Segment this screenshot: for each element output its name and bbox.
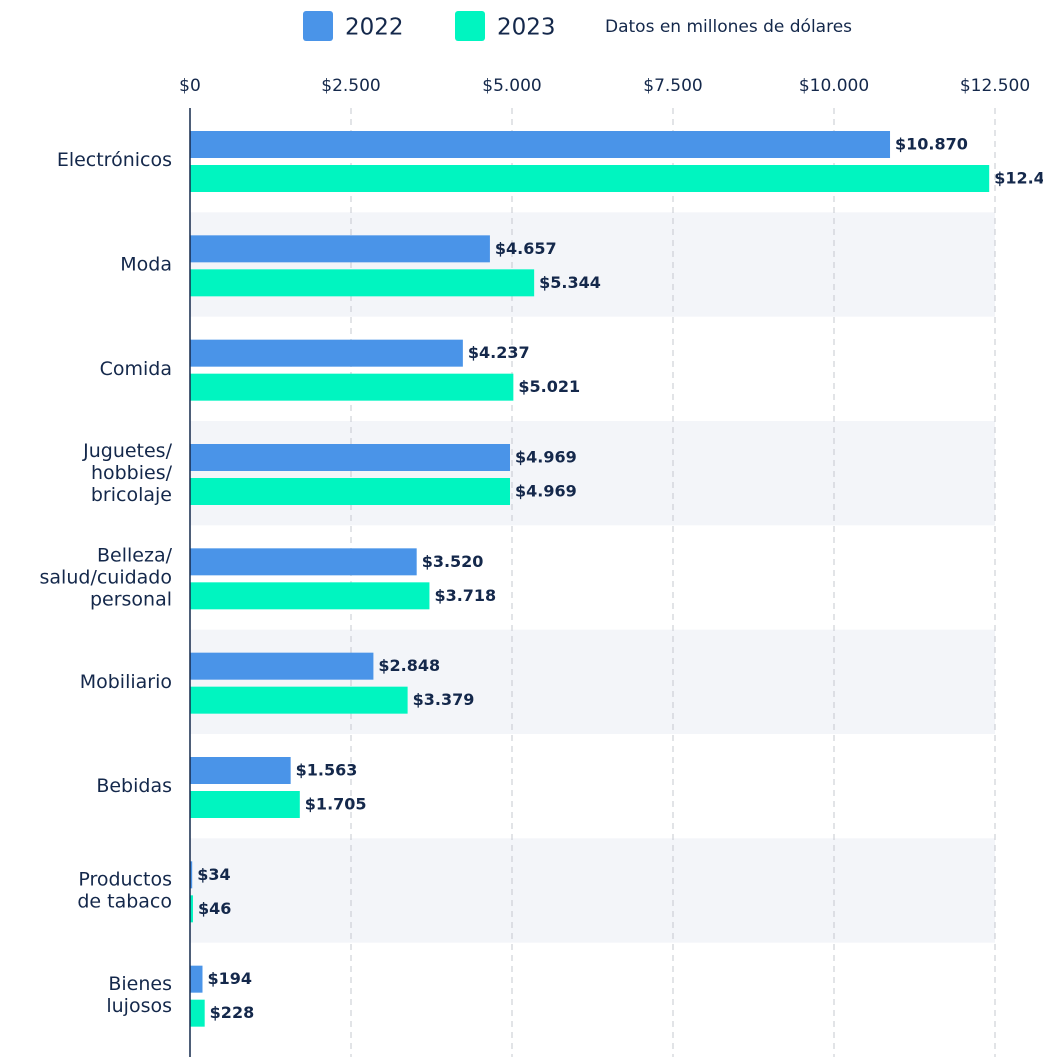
- category-label: Comida: [100, 357, 172, 379]
- value-label: $3.520: [422, 552, 484, 571]
- bands: [190, 212, 995, 943]
- bar: [190, 757, 291, 784]
- x-tick-label: $7.500: [643, 76, 702, 96]
- value-label: $46: [198, 899, 231, 918]
- legend-label: 2023: [497, 15, 556, 41]
- bar: [190, 165, 990, 192]
- row-band: [190, 421, 995, 526]
- category-label: Bienes lujosos: [106, 972, 172, 1016]
- bar: [190, 652, 374, 680]
- value-label: $4.657: [495, 239, 557, 258]
- value-label: $5.021: [518, 377, 580, 396]
- bar: [190, 269, 535, 297]
- category-label: Bebidas: [96, 775, 172, 797]
- value-label: $3.379: [413, 690, 475, 709]
- x-tick-label: $5.000: [482, 76, 541, 96]
- value-label: $4.969: [515, 448, 577, 467]
- x-tick-label: $0: [179, 76, 201, 96]
- value-label: $1.705: [305, 795, 367, 814]
- bar: [190, 791, 300, 818]
- bar: [190, 582, 430, 610]
- value-label: $1.563: [296, 761, 358, 780]
- category-label: Productos de tabaco: [77, 868, 172, 912]
- category-label: Belleza/salud/cuidado personal: [40, 544, 173, 610]
- category-label: Mobiliario: [80, 670, 172, 692]
- bar: [190, 686, 408, 714]
- value-label: $34: [197, 865, 230, 884]
- value-label: $2.848: [378, 656, 440, 675]
- value-label: $5.344: [539, 273, 601, 292]
- bar: [190, 548, 417, 576]
- legend-swatch: [455, 11, 485, 41]
- row-band: [190, 838, 995, 943]
- bar: [190, 235, 490, 263]
- note: Datos en millones de dólares: [605, 17, 852, 37]
- bar: [190, 965, 203, 993]
- bar: [190, 895, 193, 923]
- row-band: [190, 212, 995, 317]
- bar: [190, 861, 193, 889]
- legend-label: 2022: [345, 15, 404, 41]
- category-label: Juguetes/hobbies/bricolaje: [82, 440, 172, 506]
- value-label: $3.718: [434, 586, 496, 605]
- x-tick-label: $10.000: [799, 76, 869, 96]
- value-label: $194: [207, 969, 252, 988]
- row-band: [190, 629, 995, 734]
- bar: [190, 999, 205, 1027]
- category-label: Electrónicos: [57, 149, 172, 171]
- value-label: $12.410: [994, 169, 1043, 188]
- bars: [190, 131, 990, 1027]
- x-tick-label: $2.500: [321, 76, 380, 96]
- bar: [190, 339, 463, 367]
- x-tick-label: $12.500: [960, 76, 1030, 96]
- legend-swatch: [303, 11, 333, 41]
- value-label: $4.969: [515, 482, 577, 501]
- value-label: $4.237: [468, 343, 530, 362]
- value-label: $228: [210, 1003, 255, 1022]
- value-label: $10.870: [895, 135, 968, 154]
- bar: [190, 444, 511, 471]
- category-label: Moda: [120, 253, 172, 275]
- bar: [190, 373, 514, 401]
- bar: [190, 478, 511, 505]
- bar: [190, 131, 891, 158]
